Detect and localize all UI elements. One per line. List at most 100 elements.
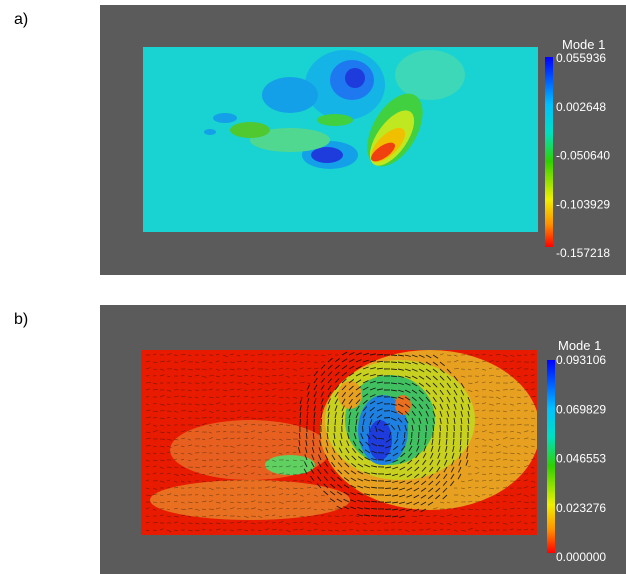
vector-arrow (152, 361, 158, 363)
vector-arrow (313, 405, 317, 412)
vector-arrow (453, 521, 458, 524)
colorbar (545, 57, 553, 247)
vector-arrow (145, 409, 151, 412)
vector-arrow (257, 515, 263, 518)
vector-arrow (439, 515, 445, 518)
colorbar-tick-label: 0.046553 (556, 452, 606, 466)
vector-arrow (305, 440, 308, 447)
vector-arrow (404, 382, 411, 386)
vector-arrow (420, 494, 427, 499)
vector-arrow (364, 478, 371, 482)
vector-arrow (376, 529, 381, 531)
vector-arrow (323, 490, 329, 496)
vector-arrow (250, 354, 255, 356)
vector-arrow (327, 364, 333, 370)
vector-arrow (439, 368, 445, 374)
vector-arrow (390, 389, 397, 392)
panel-label: b) (14, 311, 28, 328)
vector-arrow (390, 403, 397, 406)
vector-arrow (329, 498, 336, 503)
vector-arrow (488, 438, 494, 441)
vector-arrow (467, 479, 473, 482)
vector-arrow (432, 389, 438, 395)
vector-arrow (306, 398, 310, 405)
vector-arrow (350, 477, 357, 482)
vector-field (141, 350, 537, 535)
vector-arrow (481, 521, 487, 524)
vector-arrow (474, 389, 479, 392)
vector-arrow (173, 368, 178, 371)
vector-arrow (271, 514, 276, 517)
vector-arrow (453, 354, 458, 357)
vector-arrow (285, 360, 290, 363)
vector-arrow (285, 529, 291, 533)
vector-arrow (442, 494, 448, 500)
vector-arrow (257, 388, 262, 391)
vector-arrow (460, 480, 465, 483)
vector-arrow (439, 501, 445, 504)
vector-arrow (278, 521, 284, 524)
vector-arrow (339, 440, 343, 447)
colorbar-ticks: 0.093106 0.069829 0.046553 0.023276 0.000000 (556, 353, 606, 564)
vector-arrow (264, 465, 270, 468)
vector-arrow (369, 387, 376, 391)
vector-arrow (523, 494, 529, 497)
vector-arrow (453, 360, 459, 363)
vector-arrow (467, 396, 471, 403)
vector-arrow (278, 465, 283, 468)
vector-arrow (341, 351, 348, 356)
vector-arrow (439, 353, 444, 356)
vector-arrow (445, 445, 448, 452)
vector-arrow (264, 501, 270, 504)
vector-arrow (236, 486, 241, 489)
vector-arrow (481, 508, 487, 510)
vector-arrow (194, 458, 199, 461)
vector-arrow (327, 501, 332, 503)
vector-arrow (348, 365, 355, 370)
vector-arrow (306, 493, 311, 496)
vector-arrow (152, 493, 158, 496)
vector-arrow (397, 521, 403, 524)
vector-arrow (313, 398, 317, 405)
vector-arrow (313, 508, 317, 511)
vector-arrow (451, 452, 455, 459)
vector-arrow (278, 410, 283, 412)
vector-arrow (250, 430, 256, 433)
vector-arrow (466, 445, 469, 452)
vector-arrow (180, 353, 186, 356)
vector-arrow (474, 466, 479, 469)
vector-arrow (278, 381, 283, 384)
vector-arrow (285, 459, 289, 461)
vector-arrow (187, 473, 193, 476)
vector-arrow (467, 368, 472, 371)
vector-arrow (474, 508, 479, 511)
vector-arrow (306, 507, 311, 510)
vector-arrow (481, 473, 486, 475)
vector-arrow (299, 412, 302, 419)
vector-arrow (145, 437, 151, 440)
colorbar-title: Mode 1 (562, 37, 605, 52)
vector-arrow (474, 416, 479, 419)
vector-arrow (357, 506, 364, 510)
vector-arrow (152, 403, 157, 405)
vector-arrow (250, 403, 255, 405)
vector-arrow (201, 368, 207, 370)
vector-arrow (215, 466, 221, 468)
vector-arrow (299, 465, 304, 468)
vector-arrow (208, 466, 213, 468)
vector-arrow (330, 483, 336, 489)
vector-arrow (460, 417, 463, 424)
vector-arrow (264, 486, 270, 489)
vector-arrow (320, 405, 324, 412)
vector-arrow (264, 445, 269, 448)
vector-arrow (278, 452, 283, 455)
vector-arrow (404, 375, 411, 379)
vector-arrow (292, 480, 297, 482)
vector-arrow (446, 403, 450, 410)
vector-arrow (467, 403, 471, 410)
vector-arrow (357, 499, 364, 503)
vector-arrow (431, 438, 434, 445)
vector-arrow (341, 358, 348, 363)
vector-arrow (481, 451, 487, 454)
colorbar-tick-label: -0.103929 (556, 197, 610, 211)
